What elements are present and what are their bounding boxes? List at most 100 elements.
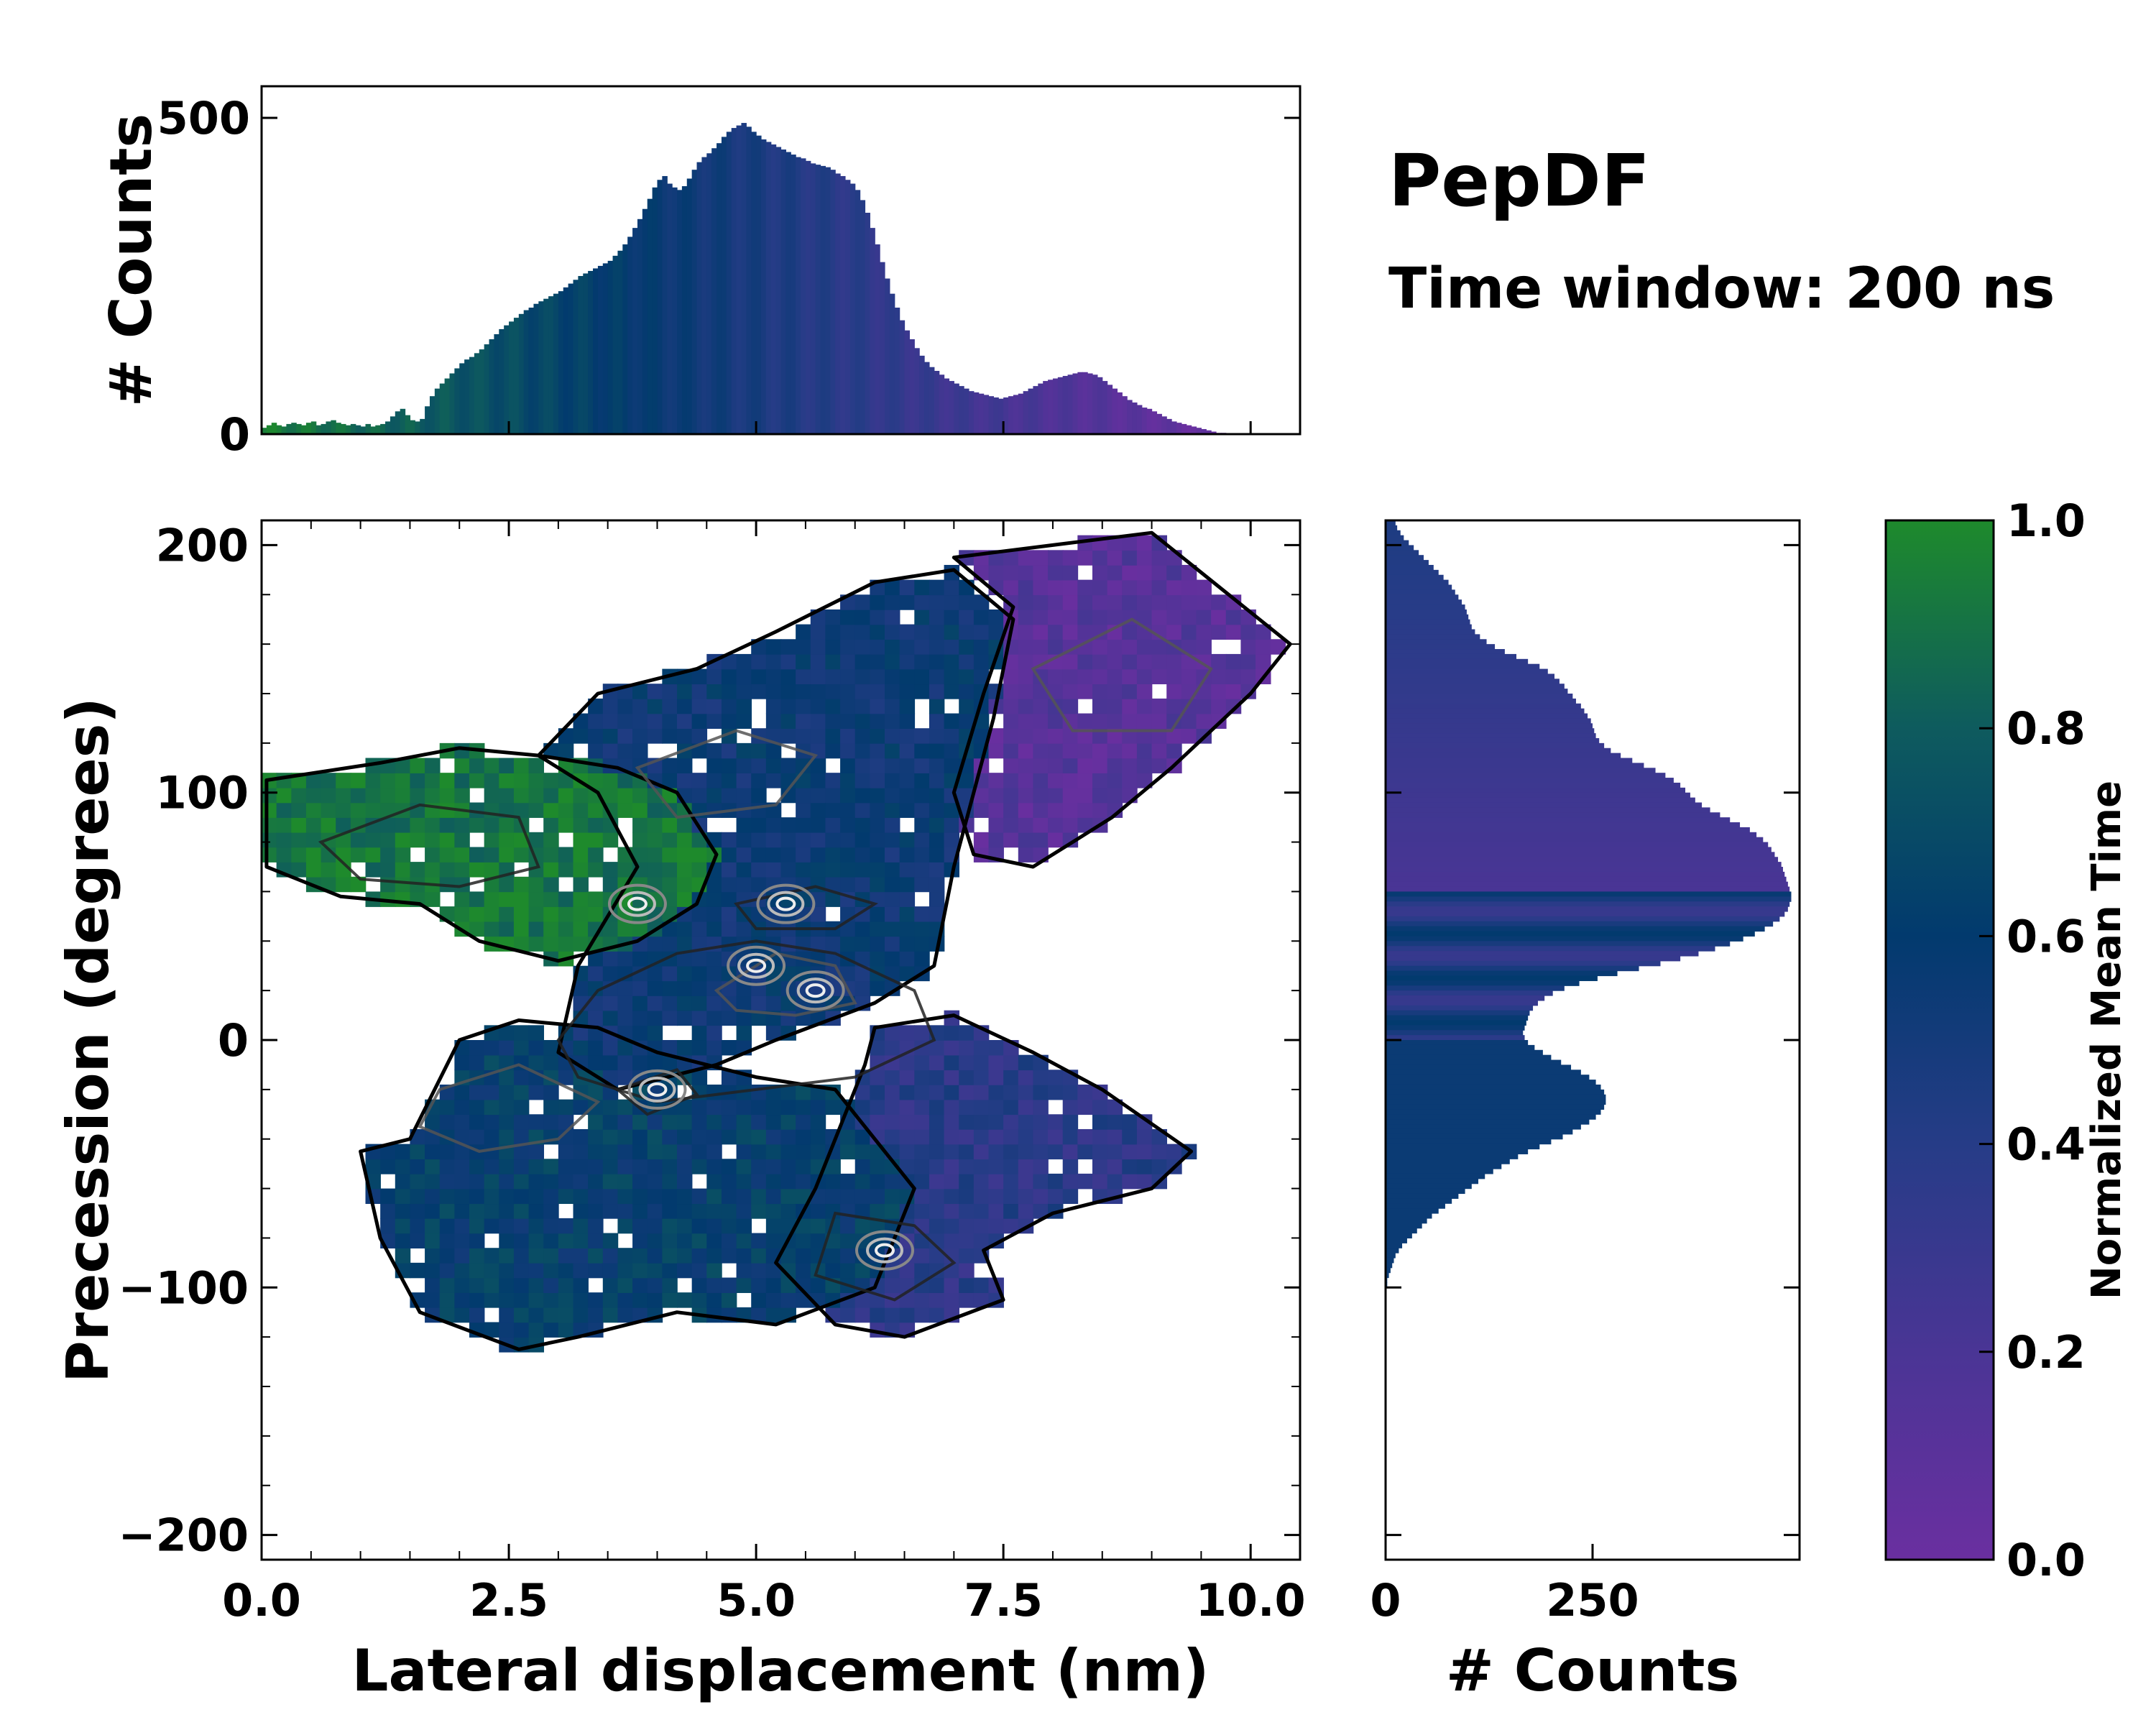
heatmap-cell xyxy=(706,1188,722,1205)
top-bar xyxy=(954,383,959,434)
heatmap-cell xyxy=(751,832,767,848)
top-bar xyxy=(1097,377,1103,434)
heatmap-cell xyxy=(677,1262,693,1279)
heatmap-cell xyxy=(647,862,663,878)
colorbar-gradient xyxy=(1884,519,1995,1561)
heatmap-cell xyxy=(469,1218,485,1234)
heatmap-cell xyxy=(558,906,574,922)
heatmap-cell xyxy=(751,862,767,878)
heatmap-cell xyxy=(484,891,500,907)
heatmap-cell xyxy=(885,579,900,596)
heatmap-cell xyxy=(632,713,648,729)
heatmap-cell xyxy=(395,787,411,804)
top-bar xyxy=(1171,421,1177,434)
heatmap-cell xyxy=(810,639,826,655)
right-histogram-xlabel: # Counts xyxy=(1446,1637,1739,1704)
right-bar xyxy=(1386,1159,1510,1164)
heatmap-cell xyxy=(691,1233,708,1248)
heatmap-cell xyxy=(1018,550,1034,566)
heatmap-cell xyxy=(632,698,648,714)
heatmap-cell xyxy=(499,1188,515,1205)
heatmap-cell xyxy=(751,995,767,1011)
heatmap-cell xyxy=(810,728,826,744)
heatmap-cell xyxy=(929,847,945,862)
heatmap-cell xyxy=(1018,1099,1034,1116)
heatmap-cell xyxy=(870,1099,885,1116)
heatmap-cell xyxy=(573,1277,589,1293)
heatmap-cell xyxy=(885,742,900,759)
heatmap-cell xyxy=(721,906,737,922)
heatmap-cell xyxy=(1151,1159,1168,1174)
heatmap-cell xyxy=(1033,639,1049,655)
heatmap-cell xyxy=(425,758,441,773)
heatmap-cell xyxy=(528,906,545,922)
heatmap-cell xyxy=(484,1054,500,1071)
heatmap-cell xyxy=(513,758,530,773)
heatmap-cell xyxy=(1048,668,1064,685)
heatmap-cell xyxy=(1018,1173,1034,1190)
heatmap-cell xyxy=(796,1144,811,1160)
heatmap-cell xyxy=(944,713,960,729)
heatmap-cell xyxy=(1092,1114,1108,1130)
right-bar xyxy=(1386,1243,1403,1248)
heatmap-cell xyxy=(870,639,885,655)
top-bar xyxy=(870,228,875,434)
heatmap-cell xyxy=(1136,535,1153,551)
heatmap-cell xyxy=(825,624,841,640)
heatmap-cell xyxy=(751,684,767,699)
heatmap-cell xyxy=(959,1277,975,1293)
hot-spot-contour xyxy=(866,1237,903,1264)
heatmap-cell xyxy=(677,1233,693,1248)
heatmap-cell xyxy=(395,1159,411,1174)
heatmap-cell xyxy=(617,773,633,788)
heatmap-cell xyxy=(410,1203,425,1219)
heatmap-cell xyxy=(914,876,930,893)
heatmap-cell xyxy=(1048,653,1064,670)
heatmap-cell xyxy=(647,936,663,952)
heatmap-cell xyxy=(1092,653,1108,670)
heatmap-cell xyxy=(617,1040,633,1056)
chart-title: PepDF xyxy=(1388,139,1650,223)
top-bar xyxy=(593,268,599,434)
heatmap-cell xyxy=(944,1292,960,1308)
heatmap-cell xyxy=(454,1114,470,1130)
heatmap-cell xyxy=(528,1084,545,1100)
heatmap-cell xyxy=(959,773,975,788)
heatmap-cell xyxy=(1136,668,1153,685)
heatmap-cell xyxy=(305,787,322,804)
heatmap-cell xyxy=(870,787,885,804)
heatmap-cell xyxy=(573,936,589,952)
heatmap-cell xyxy=(573,1010,589,1026)
top-bar xyxy=(934,371,940,434)
top-bar xyxy=(375,425,381,434)
heatmap-cell xyxy=(321,817,337,833)
heatmap-cell xyxy=(959,1114,975,1130)
top-bar xyxy=(875,244,880,434)
heatmap-cell xyxy=(528,862,545,878)
heatmap-cell xyxy=(513,1173,530,1190)
hot-spot-contour xyxy=(647,1082,668,1097)
heatmap-cell xyxy=(706,1277,722,1293)
heatmap-cell xyxy=(602,921,619,937)
heatmap-cell xyxy=(617,1099,633,1116)
heatmap-cell xyxy=(1048,624,1064,640)
heatmap-cell xyxy=(721,1203,737,1219)
heatmap-cell xyxy=(365,832,381,848)
heatmap-cell xyxy=(1018,653,1034,670)
heatmap-cell xyxy=(617,1054,633,1071)
heatmap-cell xyxy=(617,1307,633,1323)
heatmap-cell xyxy=(647,1248,663,1264)
heatmap-cell xyxy=(765,1277,782,1293)
heatmap-cell xyxy=(632,980,648,996)
heatmap-cell xyxy=(632,1218,648,1234)
top-bar xyxy=(904,330,911,434)
heatmap-cell xyxy=(1003,832,1019,848)
heatmap-cell xyxy=(1033,773,1049,788)
top-bar xyxy=(484,344,490,434)
heatmap-cell xyxy=(632,817,648,833)
heatmap-cell xyxy=(513,1248,530,1264)
heatmap-cell xyxy=(588,1188,604,1205)
heatmap-cell xyxy=(796,1248,811,1264)
heatmap-cell xyxy=(780,832,796,848)
right-bar xyxy=(1386,579,1449,586)
